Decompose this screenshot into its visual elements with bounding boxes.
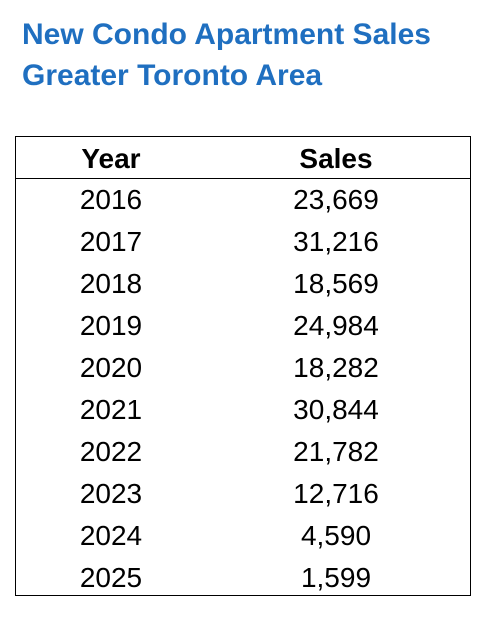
table-header-row: Year Sales <box>16 137 470 179</box>
header-sales: Sales <box>299 143 373 174</box>
sales-cell: 31,216 <box>293 226 379 257</box>
table-row: 2017 31,216 <box>16 221 470 263</box>
table-row: 2020 18,282 <box>16 347 470 389</box>
table-row: 2018 18,569 <box>16 263 470 305</box>
sales-cell: 23,669 <box>293 184 379 215</box>
table-row: 2022 21,782 <box>16 431 470 473</box>
sales-cell: 4,590 <box>300 520 372 551</box>
sales-cell: 18,282 <box>293 352 379 383</box>
table-row: 2016 23,669 <box>16 179 470 221</box>
sales-cell: 1,599 <box>300 562 372 593</box>
year-cell: 2023 <box>79 478 143 509</box>
title-line-2: Greater Toronto Area <box>22 59 323 92</box>
sales-cell: 24,984 <box>293 310 379 341</box>
year-cell: 2016 <box>79 184 143 215</box>
table-row: 2025 1,599 <box>16 557 470 599</box>
year-cell: 2025 <box>79 562 143 593</box>
sales-cell: 12,716 <box>293 478 379 509</box>
sales-cell: 21,782 <box>293 436 379 467</box>
table-row: 2023 12,716 <box>16 473 470 515</box>
sales-cell: 30,844 <box>293 394 379 425</box>
table-row: 2019 24,984 <box>16 305 470 347</box>
page-title: New Condo Apartment Sales Greater Toront… <box>22 14 431 96</box>
table-row: 2021 30,844 <box>16 389 470 431</box>
year-cell: 2019 <box>79 310 143 341</box>
table-body: 2016 23,669 2017 31,216 2018 18,569 2019 24,984… <box>16 179 470 599</box>
sales-table: Year Sales 2016 23,669 2017 31,216 2018 18,56… <box>15 136 471 596</box>
year-cell: 2024 <box>79 520 143 551</box>
sales-cell: 18,569 <box>293 268 379 299</box>
year-cell: 2018 <box>79 268 143 299</box>
year-cell: 2022 <box>79 436 143 467</box>
title-line-1: New Condo Apartment Sales <box>22 18 431 51</box>
year-cell: 2021 <box>79 394 143 425</box>
header-year: Year <box>81 143 141 174</box>
year-cell: 2020 <box>79 352 143 383</box>
year-cell: 2017 <box>79 226 143 257</box>
table-row: 2024 4,590 <box>16 515 470 557</box>
